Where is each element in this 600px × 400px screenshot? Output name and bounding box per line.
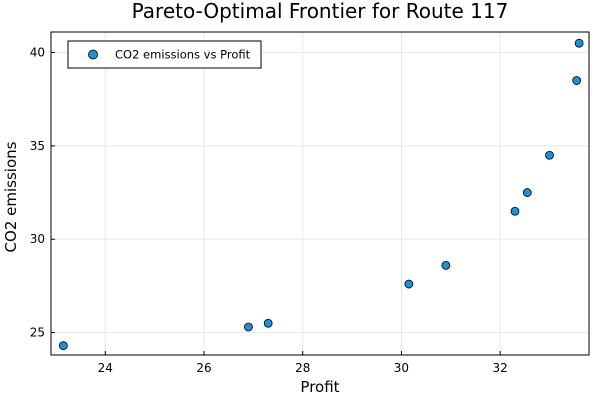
data-point: [522, 188, 532, 197]
y-tick-label: 25: [30, 326, 45, 340]
x-axis-label: Profit: [300, 378, 339, 396]
data-point: [244, 322, 253, 332]
data-point: [545, 150, 554, 160]
y-tick-label: 35: [30, 139, 45, 153]
legend-marker: [88, 49, 98, 60]
data-point: [58, 341, 68, 351]
legend-box: [67, 40, 262, 69]
x-tick-label: 30: [394, 361, 409, 375]
chart-title: Pareto-Optimal Frontier for Route 117: [132, 0, 509, 23]
data-point: [572, 76, 582, 85]
x-tick-label: 32: [493, 361, 508, 375]
y-tick-label: 30: [30, 232, 45, 246]
legend: CO2 emissions vs Profit: [67, 40, 262, 69]
legend-label: CO2 emissions vs Profit: [115, 48, 251, 62]
y-tick-label: 40: [30, 46, 45, 60]
x-axis-ticks: 24 26 28 30 32: [98, 351, 508, 375]
data-point: [574, 38, 584, 48]
data-point: [404, 279, 414, 289]
data-point: [263, 318, 273, 328]
plot-frame: [50, 31, 590, 356]
y-axis-label: CO2 emissions: [2, 141, 20, 252]
data-points: [58, 38, 584, 351]
grid-lines: [51, 32, 589, 355]
x-tick-label: 28: [295, 361, 310, 375]
data-point: [441, 260, 451, 270]
y-axis-ticks: 25 30 35 40: [30, 46, 55, 340]
x-tick-label: 24: [98, 361, 113, 375]
data-point: [510, 206, 520, 216]
x-tick-label: 26: [196, 361, 211, 375]
